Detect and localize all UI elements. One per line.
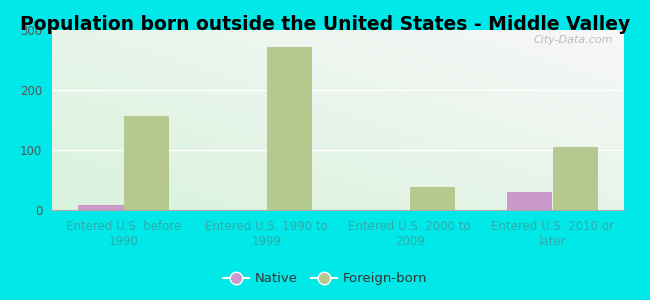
- Bar: [552, 147, 598, 210]
- Text: Population born outside the United States - Middle Valley: Population born outside the United State…: [20, 15, 630, 34]
- Bar: [507, 192, 552, 210]
- Bar: [410, 187, 455, 210]
- Legend: Native, Foreign-born: Native, Foreign-born: [218, 267, 432, 290]
- Bar: [78, 205, 124, 210]
- Bar: [266, 47, 312, 210]
- Bar: [124, 116, 169, 210]
- Text: City-Data.com: City-Data.com: [533, 35, 612, 45]
